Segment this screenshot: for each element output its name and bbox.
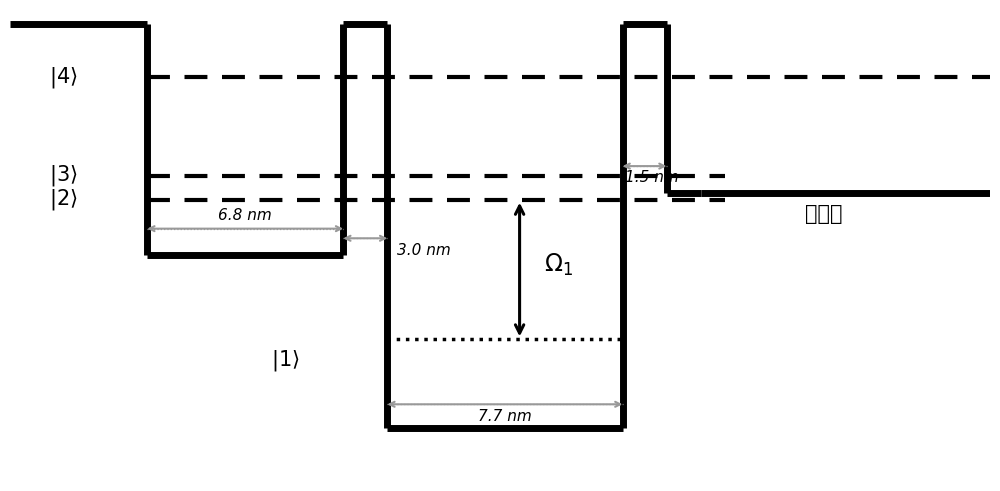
Text: $|2\rangle$: $|2\rangle$ [49,187,78,212]
Text: $|3\rangle$: $|3\rangle$ [49,163,78,188]
Text: $|4\rangle$: $|4\rangle$ [49,65,78,89]
Text: 1.5 nm: 1.5 nm [625,170,679,185]
Text: 3.0 nm: 3.0 nm [397,243,451,258]
Text: 7.7 nm: 7.7 nm [478,409,532,424]
Text: 连续态: 连续态 [805,204,842,224]
Text: $|1\rangle$: $|1\rangle$ [271,349,299,374]
Text: $\Omega_1$: $\Omega_1$ [544,252,573,278]
Text: 6.8 nm: 6.8 nm [218,208,272,223]
